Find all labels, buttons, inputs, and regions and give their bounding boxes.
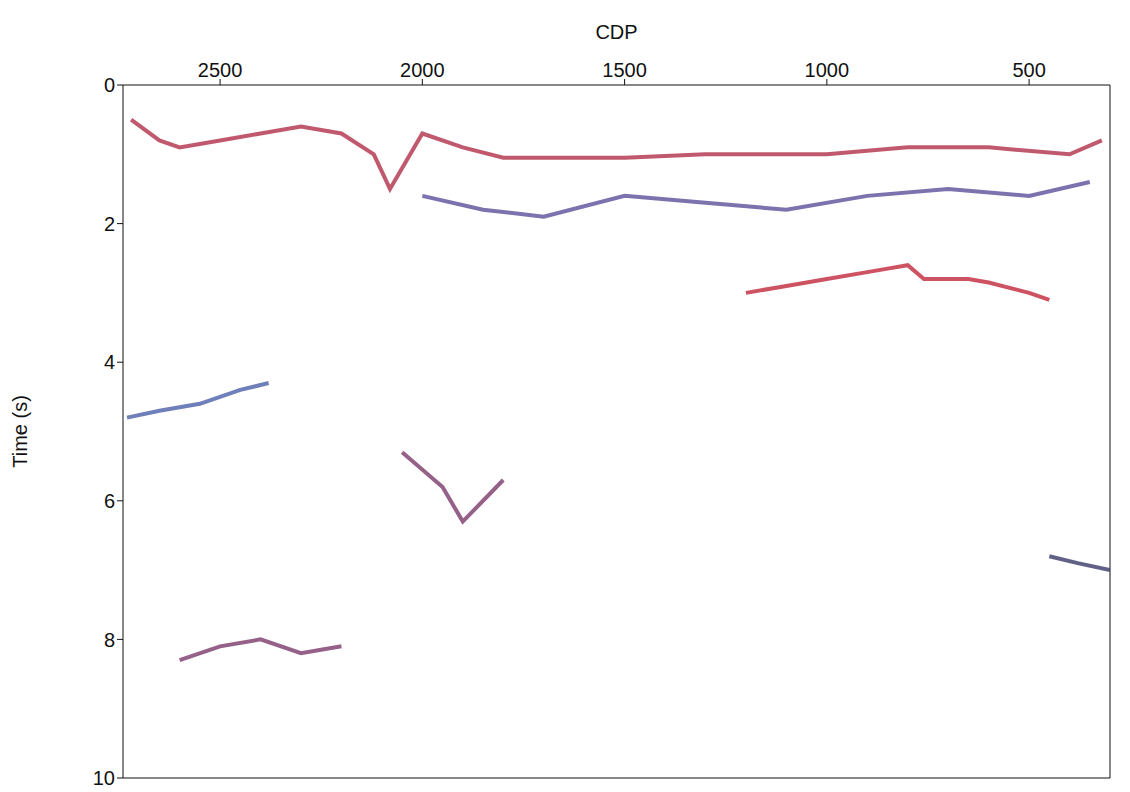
svg-text:2: 2 <box>104 213 115 235</box>
svg-text:Time (s): Time (s) <box>9 395 31 468</box>
svg-text:2000: 2000 <box>400 59 445 81</box>
svg-text:1000: 1000 <box>805 59 850 81</box>
svg-text:10: 10 <box>93 767 115 789</box>
svg-text:CDP: CDP <box>595 21 637 43</box>
svg-text:6: 6 <box>104 490 115 512</box>
svg-text:8: 8 <box>104 629 115 651</box>
svg-text:0: 0 <box>104 74 115 96</box>
svg-text:500: 500 <box>1012 59 1045 81</box>
svg-text:2500: 2500 <box>198 59 243 81</box>
svg-text:4: 4 <box>104 351 115 373</box>
svg-text:1500: 1500 <box>602 59 647 81</box>
